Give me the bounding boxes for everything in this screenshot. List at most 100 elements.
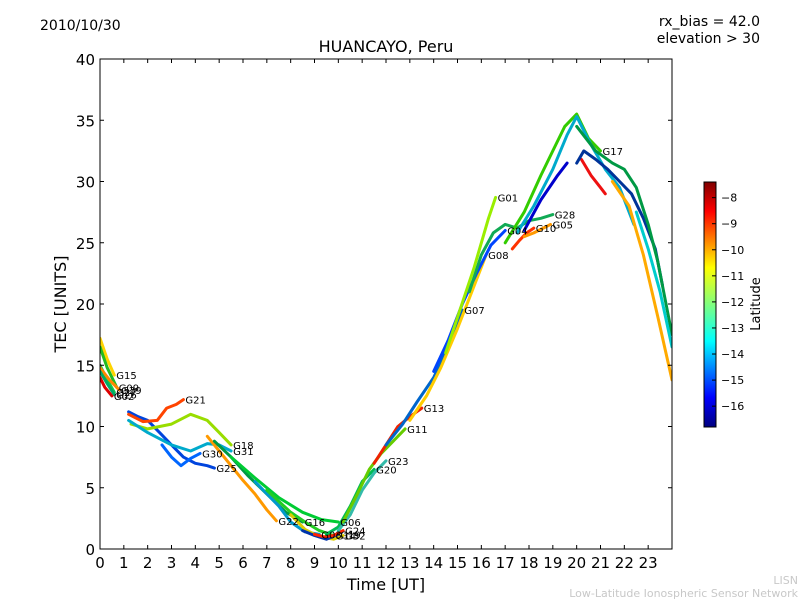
series-line-g18 [129,412,233,447]
colorbar-ticks: −8 −9 −10 −11 −12 −13 −14 −15 −16 [712,192,744,413]
series-label-g19: G19 [340,530,360,541]
series-line-g15 [100,336,116,377]
series-label-g25: G25 [216,464,236,475]
x-tick-label: 2 [143,554,153,572]
x-tick-label: 21 [591,554,610,572]
series-line-g23 [336,459,388,533]
x-tick-label: 1 [119,554,129,572]
chart-title: HUANCAYO, Peru [318,37,454,56]
date-label: 2010/10/30 [40,18,121,34]
x-tick-label: 8 [286,554,296,572]
x-tick-label: 14 [424,554,443,572]
series-label-g03: G03 [321,530,341,541]
series-label-g13: G13 [424,404,444,415]
series-label-g06: G06 [340,518,360,529]
x-tick-label: 3 [167,554,177,572]
series-line-g02 [100,376,114,398]
series-label-g30: G30 [202,449,222,460]
series-label-g10: G10 [536,224,556,235]
y-axis-label: TEC [UNITS] [51,256,70,354]
x-tick-label: 16 [472,554,491,572]
x-tick-label: 17 [496,554,515,572]
series-line-g21 [127,398,185,424]
series-label-g27: G27 [116,388,136,399]
x-tick-label: 11 [353,554,372,572]
series-label-g09: G09 [119,383,139,394]
series-line-g29 [100,366,121,392]
series-line-g14 [265,488,336,537]
colorbar-tick-label: −14 [721,348,744,361]
series-label-g31: G31 [233,447,253,458]
series-line-g28 [467,213,555,294]
x-tick-label: 20 [567,554,586,572]
series-label-g21: G21 [185,396,205,407]
series-line-g22 [205,434,278,523]
series-label-g05: G05 [553,220,573,231]
x-tick-label: 23 [639,554,658,572]
x-tick-label: 19 [543,554,562,572]
series-label-g24: G24 [345,527,365,538]
series-label-g07: G07 [464,306,484,317]
x-tick-label: 10 [329,554,348,572]
x-tick-label: 4 [191,554,201,572]
colorbar [703,181,717,428]
colorbar-tick-label: −11 [721,270,744,283]
series-line-unlabeled-32 [522,161,569,232]
y-tick-label: 5 [85,480,95,498]
x-tick-label: 7 [262,554,272,572]
y-tick-label: 0 [85,541,95,559]
series-line-g05 [522,222,552,239]
footer-network: Low-Latitude Ionospheric Sensor Network [569,587,798,600]
series-line-unlabeled-31 [515,115,636,235]
series-label-g08: G08 [488,251,508,262]
series-line-unlabeled-36 [610,180,672,382]
series-line-unlabeled-33 [579,157,607,196]
x-tick-label: 6 [238,554,248,572]
elevation-label: elevation > 30 [656,31,760,47]
colorbar-tick-label: −12 [721,296,744,309]
y-tick-label: 20 [76,296,95,314]
y-tick-label: 30 [76,174,95,192]
series-label-g32: G32 [345,532,365,543]
x-tick-label: 18 [519,554,538,572]
colorbar-tick-label: −10 [721,244,744,257]
series-line-g01 [444,195,498,355]
x-tick-label: 13 [400,554,419,572]
series-label-g26: G26 [116,391,136,402]
footer: LISN Low-Latitude Ionospheric Sensor Net… [569,574,798,600]
series-label-g16: G16 [305,518,325,529]
y-tick-label: 10 [76,419,95,437]
x-tick-label: 12 [376,554,395,572]
series-label-g02: G02 [114,392,134,403]
rx-bias-label: rx_bias = 42.0 [658,14,760,30]
colorbar-tick-label: −16 [721,400,744,413]
series-line-g09 [100,345,119,389]
series-line-g06 [229,455,340,524]
series-label-g23: G23 [388,457,408,468]
series-line-g30 [160,443,202,468]
series-label-g20: G20 [376,465,396,476]
colorbar-tick-label: −8 [721,192,737,205]
x-tick-label: 9 [310,554,320,572]
y-tick-label: 35 [76,112,95,130]
y-tick-label: 15 [76,357,95,375]
x-tick-label: 22 [615,554,634,572]
series-line-unlabeled-37 [634,210,672,349]
y-tick-label: 40 [76,51,95,69]
series-label-g22: G22 [278,517,298,528]
y-tick-label: 25 [76,235,95,253]
series-line-g08 [408,253,488,422]
colorbar-tick-label: −13 [721,322,744,335]
x-tick-label: 5 [214,554,224,572]
series-label-g29: G29 [121,386,141,397]
series-label-g15: G15 [116,371,136,382]
series-label-g17: G17 [603,147,623,158]
x-axis-label: Time [UT] [346,575,425,594]
x-tick-label: 15 [448,554,467,572]
series-label-g18: G18 [233,441,253,452]
x-tick-label: 0 [95,554,105,572]
series-line-unlabeled-35 [575,124,672,337]
series-label-g28: G28 [555,211,575,222]
